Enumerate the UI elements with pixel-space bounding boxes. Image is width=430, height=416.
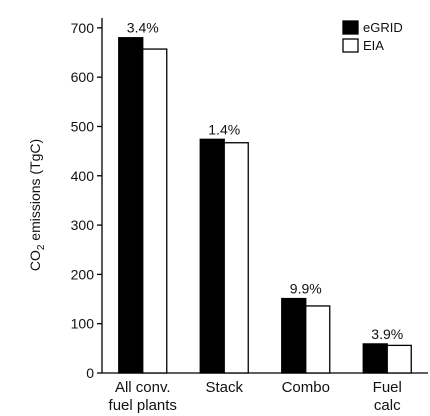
y-tick-label: 600 bbox=[71, 69, 95, 85]
bar-egrid-0 bbox=[118, 37, 144, 374]
x-tick-label: Stack bbox=[205, 379, 243, 396]
y-tick-label: 700 bbox=[71, 20, 95, 36]
legend-label-egrid: eGRID bbox=[363, 20, 403, 35]
y-tick-label: 200 bbox=[71, 266, 95, 282]
bar-eia-1 bbox=[223, 142, 249, 374]
bar-egrid-3 bbox=[362, 343, 388, 374]
y-tick-label: 400 bbox=[71, 168, 95, 184]
y-axis-label: CO2 emissions (TgC) bbox=[27, 139, 47, 271]
bar-annotation: 3.9% bbox=[371, 326, 403, 342]
legend-swatch-eia bbox=[342, 38, 359, 53]
bars bbox=[118, 37, 412, 374]
bar-annotation: 9.9% bbox=[290, 281, 322, 297]
legend: eGRID EIA bbox=[342, 20, 403, 53]
ylabel-sub: 2 bbox=[36, 244, 47, 250]
y-tick-label: 300 bbox=[71, 217, 95, 233]
bar-egrid-2 bbox=[281, 297, 307, 374]
bar-eia-0 bbox=[142, 48, 168, 374]
x-tick-labels: All conv. fuel plants Stack Combo Fuel calc bbox=[109, 379, 402, 414]
bar-eia-2 bbox=[305, 305, 331, 374]
annotations: 3.4% 1.4% 9.9% 3.9% bbox=[127, 20, 403, 342]
y-tick-label: 500 bbox=[71, 118, 95, 134]
legend-swatch-egrid bbox=[342, 20, 359, 35]
y-tick-label: 0 bbox=[86, 365, 94, 381]
svg-text:CO2 emissions (TgC): CO2 emissions (TgC) bbox=[27, 139, 47, 271]
y-tick-label: 100 bbox=[71, 316, 95, 332]
x-tick-label: All conv. fuel plants bbox=[109, 379, 177, 414]
legend-label-eia: EIA bbox=[363, 38, 384, 53]
ylabel-rest: emissions (TgC) bbox=[27, 139, 43, 245]
bar-egrid-1 bbox=[199, 138, 225, 374]
bar-annotation: 3.4% bbox=[127, 20, 159, 36]
bar-eia-3 bbox=[386, 344, 412, 374]
x-tick-label: Fuel calc bbox=[373, 379, 402, 414]
ylabel-main: CO bbox=[27, 250, 43, 271]
x-tick-label: Combo bbox=[282, 379, 330, 396]
bar-annotation: 1.4% bbox=[208, 121, 240, 137]
